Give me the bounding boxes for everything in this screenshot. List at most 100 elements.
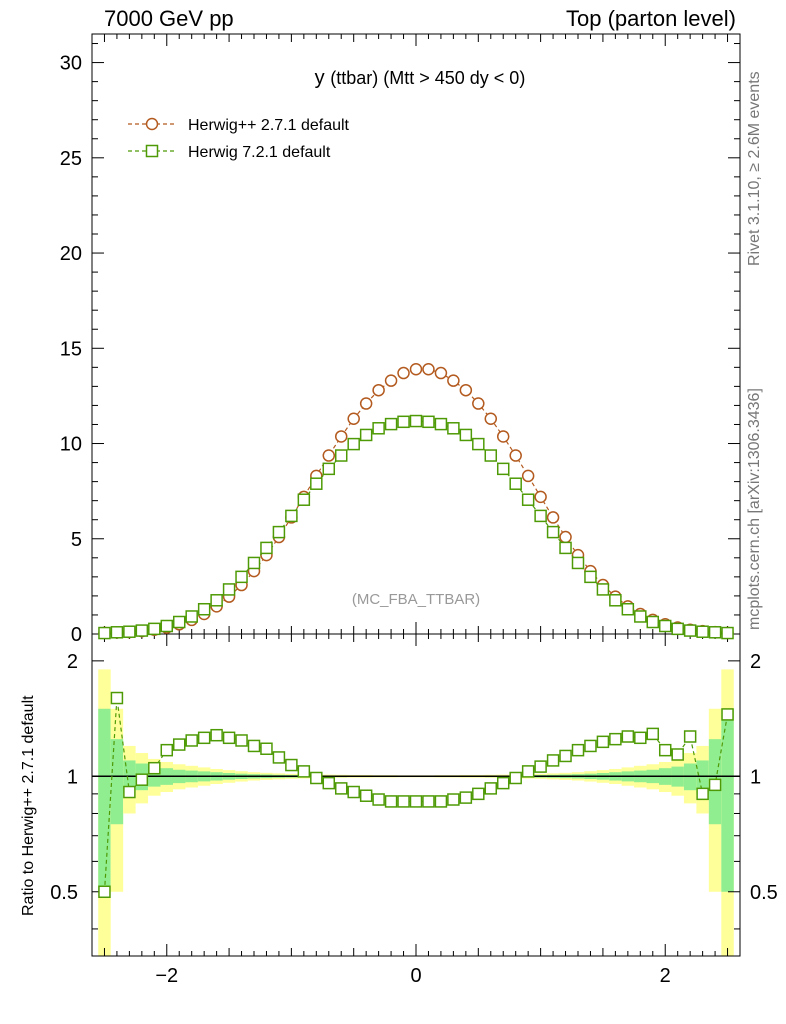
legend-label: Herwig 7.2.1 default (188, 144, 331, 161)
data-point (334, 430, 348, 443)
ratio-y-tick-label-left: 1 (67, 766, 78, 788)
data-point (447, 374, 460, 387)
data-point (310, 477, 323, 490)
data-point (459, 428, 473, 442)
ratio-data-point (596, 735, 610, 749)
ratio-data-point (696, 787, 709, 801)
data-point (123, 625, 136, 638)
data-point (634, 610, 647, 623)
data-point (347, 412, 360, 426)
process-label: Top (parton level) (566, 6, 736, 31)
ratio-data-point (98, 885, 111, 899)
main-y-tick-label: 30 (60, 53, 82, 75)
legend-marker (145, 144, 159, 158)
data-point (546, 511, 560, 524)
data-point (347, 437, 360, 451)
data-point (484, 449, 498, 462)
ratio-uncertainty-bands (98, 669, 734, 956)
data-point (322, 462, 336, 476)
ratio-plot-frame (91, 633, 741, 957)
ratio-data-point (434, 795, 448, 808)
ratio-data-point (210, 728, 223, 742)
ratio-y-tick-label-left: 2 (67, 651, 78, 673)
data-point (546, 525, 560, 539)
data-point (447, 422, 460, 435)
data-point (484, 412, 498, 426)
ratio-data-point (559, 749, 572, 763)
ratio-data-point (658, 743, 672, 757)
ratio-data-point (534, 760, 547, 773)
data-point (621, 602, 635, 616)
data-point (110, 626, 124, 639)
data-point (272, 525, 286, 539)
data-point (409, 362, 423, 376)
ratio-data-point (172, 738, 186, 751)
data-point (297, 493, 311, 506)
data-point (609, 594, 622, 607)
main-y-tick-label: 0 (71, 624, 82, 646)
legend: Herwig++ 2.7.1 default Herwig 7.2.1 defau… (128, 117, 350, 161)
ratio-data-point (496, 776, 510, 790)
data-point (397, 415, 410, 429)
x-tick-label: 0 (410, 965, 421, 987)
ratio-data-point (334, 782, 348, 795)
data-point (247, 556, 261, 570)
data-point (434, 366, 448, 380)
ratio-data-point (646, 727, 660, 741)
ratio-data-point (260, 742, 273, 755)
ratio-data-point (584, 739, 597, 753)
ratio-y-tick-label-right: 2 (750, 651, 761, 673)
data-point (422, 415, 435, 429)
chart-title: y (ttbar) (Mtt > 450 dy < 0) (315, 67, 526, 89)
ratio-data-point (310, 771, 323, 785)
data-point (509, 477, 522, 490)
data-point (172, 615, 186, 629)
ratio-data-point (135, 773, 149, 786)
ratio-series-herwig-7-2-1 (98, 691, 734, 899)
data-point (571, 556, 585, 570)
ratio-data-point (148, 761, 161, 775)
data-point (521, 469, 535, 483)
ratio-data-point (546, 754, 560, 767)
data-point (434, 417, 448, 431)
ratio-data-point (322, 776, 336, 790)
data-point (409, 414, 423, 428)
data-point (322, 449, 336, 462)
ratio-data-point (509, 771, 522, 785)
ratio-data-point (447, 793, 460, 806)
data-point (521, 493, 535, 506)
data-point (422, 362, 435, 376)
data-point (559, 530, 572, 544)
ratio-band-inner (721, 708, 734, 892)
ratio-data-point (671, 748, 684, 761)
ratio-data-point (359, 789, 373, 802)
x-tick-label: 2 (660, 965, 671, 987)
analysis-watermark: (MC_FBA_TTBAR) (352, 591, 480, 608)
main-y-tick-label: 25 (60, 148, 82, 170)
ratio-data-point (609, 732, 622, 746)
data-point (708, 626, 722, 639)
ratio-data-point (721, 708, 734, 721)
data-point (721, 626, 734, 640)
data-point (584, 570, 597, 584)
main-y-tick-label: 20 (60, 243, 82, 265)
ratio-data-point (110, 691, 124, 705)
ratio-data-point (123, 785, 136, 799)
data-point (210, 594, 223, 607)
data-point (397, 366, 410, 380)
data-point (372, 422, 385, 435)
data-point (372, 383, 385, 397)
ratio-y-tick-label-left: 0.5 (50, 882, 78, 904)
data-point (496, 430, 510, 443)
data-point (534, 509, 547, 523)
data-point (235, 570, 248, 584)
data-point (496, 462, 510, 476)
ratio-data-point (285, 758, 298, 772)
ratio-data-point (297, 765, 311, 778)
ratio-data-point (160, 743, 174, 757)
ratio-data-point (521, 765, 535, 778)
ratio-data-point (621, 730, 635, 743)
ratio-data-point (235, 734, 248, 747)
main-series-herwig-7-2-1 (98, 414, 734, 640)
data-point (646, 615, 660, 629)
